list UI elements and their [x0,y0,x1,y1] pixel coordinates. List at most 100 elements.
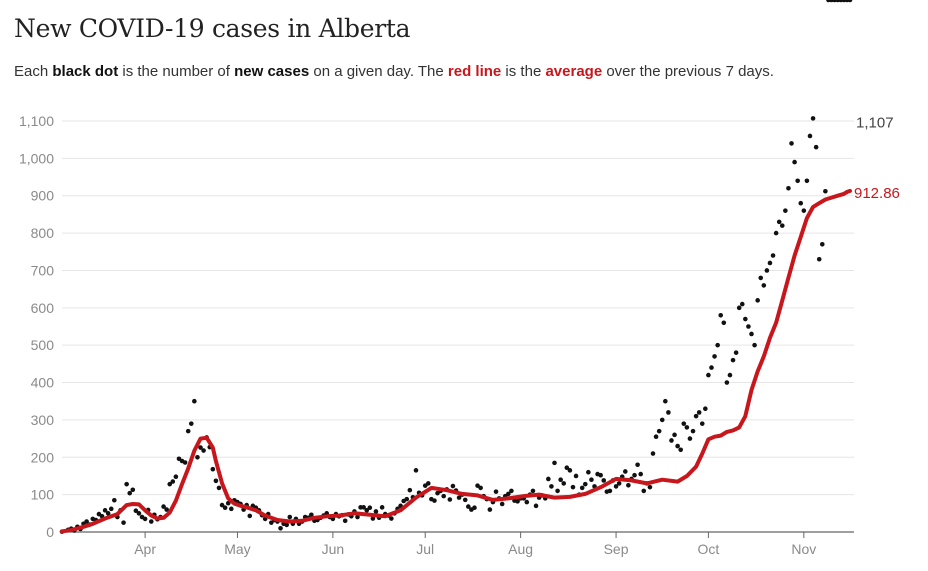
daily-case-dot [693,413,699,419]
subtitle-average: average [545,63,603,80]
x-tick-label: Jun [322,541,345,557]
daily-case-dot [278,525,283,531]
daily-case-dot [136,511,142,516]
daily-case-dot [509,488,514,494]
y-tick-label: 1,100 [19,113,54,129]
daily-case-dot [589,477,594,482]
daily-case-dot [167,481,173,487]
daily-case-dot [546,476,551,482]
daily-case-dot [499,501,505,507]
daily-case-dot [779,223,785,228]
y-tick-label: 100 [31,487,55,503]
daily-case-dot [216,485,222,491]
daily-case-dot [770,253,776,258]
daily-case-dot [466,504,471,509]
daily-case-dot [626,482,631,488]
daily-case-dot [112,497,117,503]
daily-case-dot [733,350,739,355]
daily-case-dot [222,505,228,511]
daily-case-dot [493,489,499,494]
daily-case-dot [709,365,714,370]
daily-case-dot [666,410,671,415]
daily-case-dot [761,283,767,288]
daily-case-dot [370,516,376,521]
daily-case-dot [564,465,570,471]
subtitle-new-cases: new cases [234,63,310,80]
daily-case-dot [225,500,231,506]
daily-case-dot [586,469,591,475]
daily-case-dot [847,0,853,3]
daily-case-dot [213,478,219,484]
daily-case-dot [601,478,607,483]
daily-case-dot [598,472,603,478]
x-tick-label: Sep [604,541,629,557]
daily-case-dot [570,484,576,490]
daily-case-dot [404,496,410,502]
daily-case-dot [478,485,483,491]
daily-case-dot [789,141,794,146]
daily-case-dot [816,256,822,262]
daily-case-dot [456,495,462,500]
daily-case-dot [102,508,108,513]
x-tick-label: Nov [791,541,816,557]
daily-case-dot [342,518,348,524]
daily-case-dot [558,477,563,482]
daily-case-dot [367,505,373,511]
daily-case-dot [798,200,804,206]
daily-case-dot [413,468,419,473]
subtitle-part-3: on a given day. The [309,63,448,80]
daily-case-dot [355,514,360,520]
daily-case-dot [561,481,567,486]
daily-case-dot [361,505,366,510]
daily-case-dot [755,298,760,303]
daily-case-dot [185,428,191,434]
daily-case-dot [659,417,665,423]
daily-case-dot [813,144,819,150]
daily-case-dot [582,481,588,487]
daily-case-dot [555,488,560,494]
y-tick-label: 1,000 [19,150,54,166]
daily-case-dot [724,380,730,385]
daily-case-dot [810,116,816,121]
average-line [60,188,852,534]
daily-case-dot [706,372,711,378]
daily-case-dot [616,481,622,486]
daily-case-dot [487,507,493,512]
daily-case-dot [758,275,764,281]
daily-case-dot [524,499,530,505]
daily-case-dot [210,466,216,472]
daily-case-dot [767,260,773,266]
daily-case-dot [182,460,188,465]
daily-case-dot [641,488,647,494]
daily-case-dot [819,242,825,247]
daily-case-dot [506,491,511,497]
daily-case-dot [389,516,394,521]
daily-case-dot [653,434,659,440]
daily-case-dot [675,443,680,449]
daily-case-dot [407,487,413,493]
daily-case-dot [715,342,720,348]
daily-case-dot [219,502,225,508]
daily-case-dot [124,481,129,487]
daily-case-dot [127,490,133,496]
daily-case-dot [373,509,379,514]
daily-case-dot [121,520,126,525]
daily-case-dot [712,354,717,359]
daily-case-dot [656,428,662,434]
daily-case-dot [309,512,314,518]
daily-case-dot [622,469,628,474]
daily-case-dot [247,513,253,519]
daily-case-dot [170,479,176,484]
y-tick-label: 200 [31,449,55,465]
daily-case-dot [142,516,148,522]
daily-case-dot [801,208,807,213]
daily-case-dot [379,505,385,510]
daily-case-dot [807,133,813,139]
daily-case-dot [192,398,197,404]
daily-case-dot [721,320,727,326]
daily-case-dot [164,507,169,512]
daily-case-dot [567,468,573,473]
daily-case-dot [447,497,453,502]
daily-case-dot [663,398,668,404]
